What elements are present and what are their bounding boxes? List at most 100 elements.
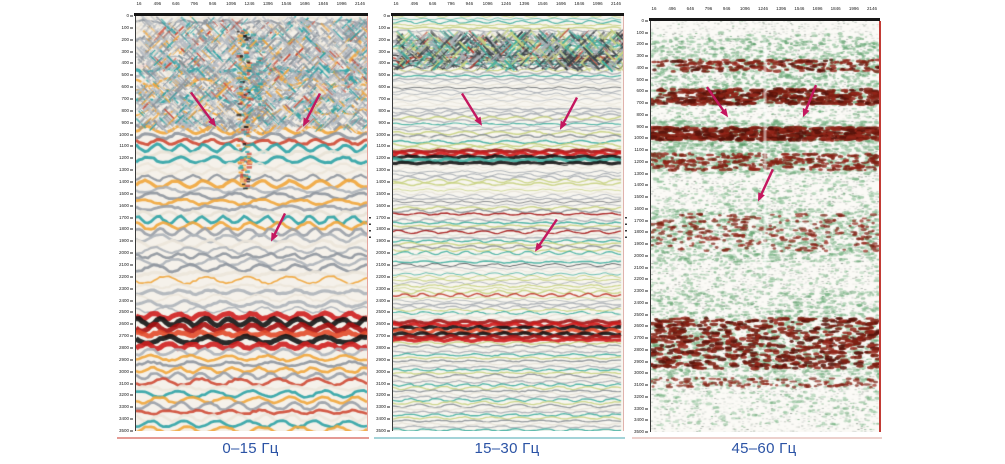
trace-tick-label: 16: [651, 6, 657, 11]
time-tick-mark: [130, 359, 133, 361]
time-tick-label: 800: [636, 111, 644, 117]
time-tick-label: 1000: [633, 135, 644, 141]
time-tick-label: 2100: [118, 261, 129, 267]
trace-axis: 16 496 646 796 946 1096 1246 1396 1546 1696 1846 19…: [650, 6, 878, 18]
time-tick-mark: [645, 325, 648, 327]
time-tick-mark: [645, 79, 648, 81]
trace-tick-label: 1846: [830, 6, 841, 11]
seismic-section-canvas: [135, 16, 368, 431]
time-tick-label: 3300: [118, 404, 129, 410]
time-tick-mark: [387, 276, 390, 278]
time-tick-mark: [645, 20, 648, 22]
time-tick-mark: [130, 228, 133, 230]
time-tick-mark: [645, 243, 648, 245]
panel-caption: 45–60 Гц: [731, 440, 797, 457]
time-tick-label: 3300: [633, 405, 644, 411]
trace-tick-label: 1696: [299, 1, 310, 6]
time-tick-label: 1900: [375, 238, 386, 244]
time-tick-label: 2200: [375, 273, 386, 279]
time-tick-label: 1700: [375, 214, 386, 220]
trace-tick-label: 1846: [318, 1, 329, 6]
time-tick-label: 1800: [633, 229, 644, 235]
time-tick-label: 2500: [633, 311, 644, 317]
trace-tick-label: 1096: [739, 6, 750, 11]
time-tick-label: 1100: [119, 143, 129, 149]
time-tick-mark: [387, 383, 390, 385]
time-tick-mark: [130, 335, 133, 337]
time-tick-label: 1400: [118, 178, 129, 184]
time-tick-label: 600: [636, 88, 644, 94]
time-tick-label: 600: [121, 83, 129, 89]
time-tick-label: 1200: [633, 158, 644, 164]
time-tick-label: 3100: [375, 380, 386, 386]
trace-tick-label: 1696: [812, 6, 823, 11]
time-tick-mark: [130, 74, 133, 76]
time-tick-mark: [130, 300, 133, 302]
trace-tick-label: 1696: [555, 1, 567, 6]
time-tick-mark: [130, 134, 133, 136]
time-tick-label: 2200: [118, 273, 129, 279]
trace-tick-label: 1546: [794, 6, 805, 11]
time-tick-mark: [387, 228, 390, 230]
time-tick-mark: [645, 184, 648, 186]
time-tick-label: 1700: [118, 214, 129, 220]
time-tick-label: 900: [378, 119, 386, 125]
time-tick-mark: [645, 149, 648, 151]
time-tick-label: 1200: [375, 155, 386, 161]
time-tick-label: 2200: [633, 276, 644, 282]
time-tick-mark: [130, 311, 133, 313]
time-tick-label: 1500: [633, 193, 644, 199]
time-tick-mark: [387, 311, 390, 313]
time-tick-label: 500: [121, 72, 129, 78]
time-tick-mark: [387, 145, 390, 147]
time-tick-mark: [387, 51, 390, 53]
time-tick-label: 2800: [118, 344, 129, 350]
time-tick-mark: [645, 32, 648, 34]
trace-tick-label: 946: [208, 1, 217, 6]
trace-tick-label: 946: [465, 1, 474, 6]
time-tick-mark: [387, 347, 390, 349]
time-tick-mark: [387, 264, 390, 266]
time-tick-label: 2900: [633, 358, 644, 364]
time-tick-label: 1800: [118, 226, 129, 232]
time-tick-label: 1400: [375, 178, 386, 184]
trace-axis-line: [649, 18, 880, 21]
time-tick-mark: [645, 173, 648, 175]
trace-tick-label: 1396: [519, 1, 530, 6]
trace-axis: 16 496 646 796 946 1096 1246 1396 1546 1696 1846 19…: [392, 1, 622, 13]
time-tick-label: 100: [378, 24, 386, 30]
time-tick-mark: [387, 15, 390, 17]
time-tick-label: 3400: [375, 415, 386, 421]
time-tick-label: 0: [383, 12, 386, 18]
time-tick-mark: [387, 406, 390, 408]
time-tick-label: 2800: [633, 346, 644, 352]
time-tick-label: 1600: [118, 202, 129, 208]
time-tick-mark: [387, 359, 390, 361]
time-tick-mark: [645, 255, 648, 257]
time-tick-mark: [387, 205, 390, 207]
time-tick-label: 2100: [375, 261, 386, 267]
right-edge-tick-marks: [369, 217, 371, 243]
time-tick-mark: [387, 193, 390, 195]
time-tick-label: 2500: [375, 309, 386, 315]
time-tick-mark: [645, 408, 648, 409]
trace-tick-label: 796: [447, 1, 455, 6]
time-tick-label: 2100: [633, 264, 644, 270]
time-tick-label: 400: [378, 60, 386, 66]
time-tick-mark: [130, 394, 133, 396]
time-tick-label: 3400: [118, 415, 129, 421]
time-tick-mark: [130, 252, 133, 254]
time-tick-label: 2700: [633, 334, 644, 340]
time-tick-label: 400: [121, 60, 129, 66]
time-tick-mark: [645, 290, 648, 292]
time-tick-mark: [645, 278, 648, 280]
time-tick-label: 2000: [633, 252, 644, 258]
time-tick-mark: [645, 431, 648, 433]
trace-axis: 16 496 646 796 946 1096 1246 1396 1546 1696 1846 19…: [135, 1, 366, 13]
time-tick-mark: [387, 74, 390, 76]
trace-tick-label: 2146: [610, 1, 622, 6]
trace-tick-label: 1996: [592, 1, 603, 6]
time-tick-mark: [130, 383, 133, 385]
time-tick-mark: [130, 430, 133, 432]
time-tick-mark: [645, 372, 648, 374]
